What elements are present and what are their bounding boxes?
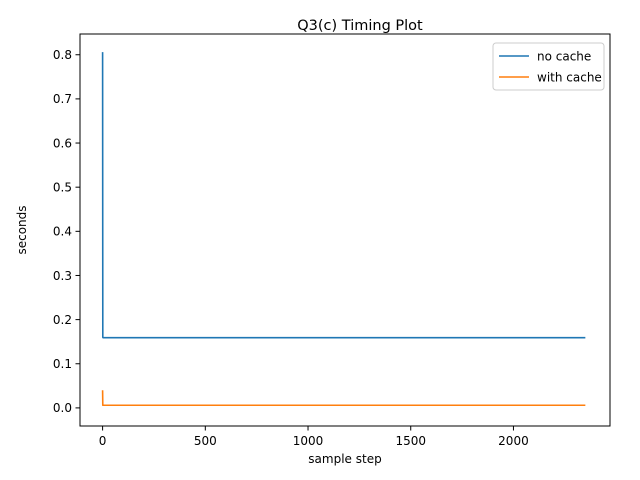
y-tick-label: 0.3 <box>53 269 72 283</box>
x-tick-label: 1000 <box>293 434 324 448</box>
y-tick-label: 0.6 <box>53 136 72 150</box>
y-tick-label: 0.2 <box>53 313 72 327</box>
y-tick-label: 0.4 <box>53 225 72 239</box>
series-line-no-cache <box>101 52 586 339</box>
y-tick-label: 0.7 <box>53 92 72 106</box>
legend-box <box>492 42 605 91</box>
y-tick-label: 0.8 <box>53 48 72 62</box>
y-tick-label: 0.5 <box>53 180 72 194</box>
series-layer <box>101 52 586 407</box>
x-tick-label: 0 <box>99 434 107 448</box>
y-axis-ticks: 0.0 0.1 0.2 0.3 0.4 0.5 0.6 0.7 0.8 <box>53 48 80 415</box>
y-axis-label: seconds <box>15 205 29 254</box>
legend-label-no-cache: no cache <box>537 50 591 64</box>
x-tick-label: 1500 <box>395 434 426 448</box>
x-tick-label: 500 <box>194 434 217 448</box>
x-tick-label: 2000 <box>498 434 529 448</box>
legend-label-with-cache: with cache <box>537 71 602 85</box>
plot-frame <box>79 33 611 427</box>
series-line-with-cache <box>101 390 586 407</box>
x-axis-label: sample step <box>308 452 381 466</box>
y-tick-label: 0.0 <box>53 401 72 415</box>
y-tick-label: 0.1 <box>53 357 72 371</box>
chart-title: Q3(c) Timing Plot <box>297 18 423 34</box>
legend: no cache with cache <box>492 42 605 91</box>
x-axis-ticks: 0 500 1000 1500 2000 <box>99 426 529 448</box>
